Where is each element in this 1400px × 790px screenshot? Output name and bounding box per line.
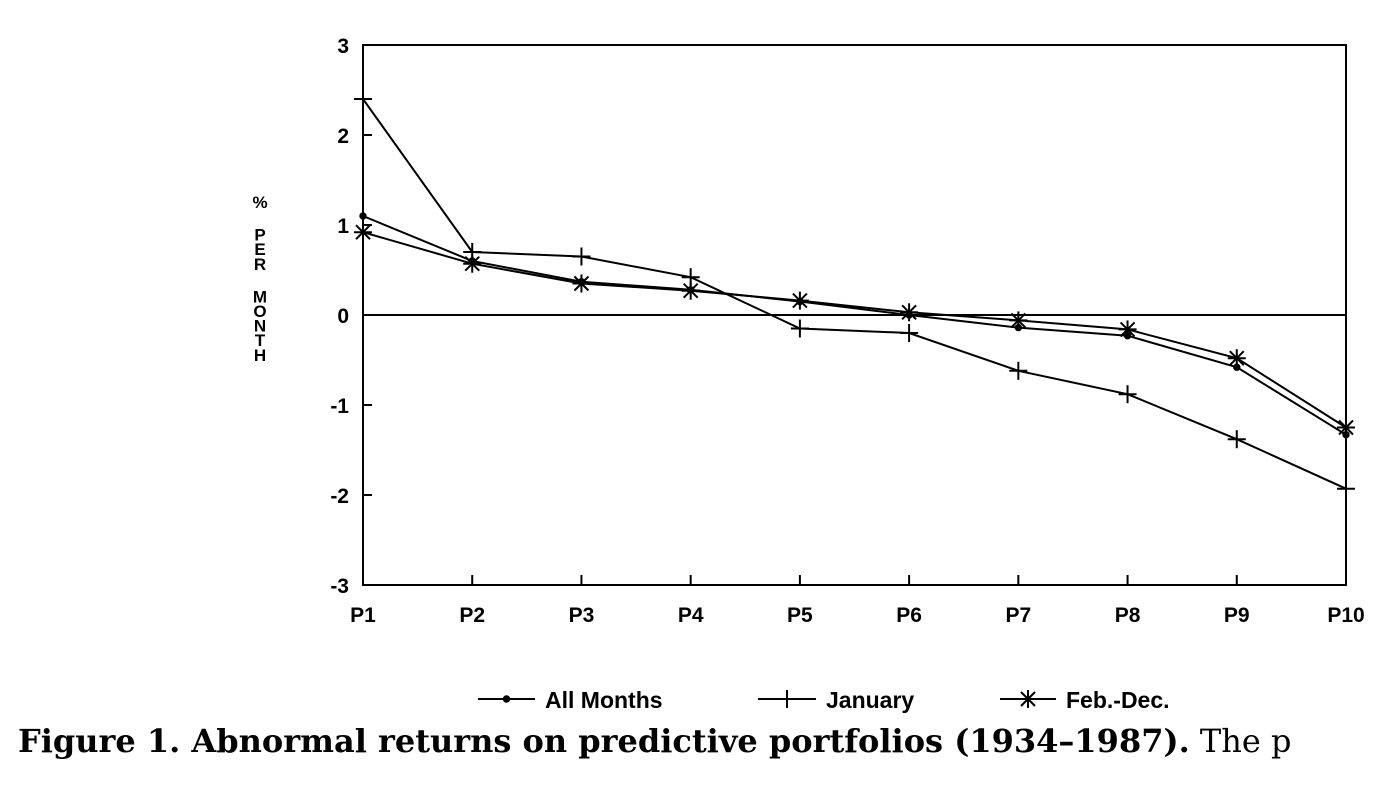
legend-item: Feb.-Dec. <box>1000 687 1170 713</box>
data-point-asterisk-d2 <box>1010 312 1027 329</box>
data-point-asterisk-d2 <box>464 255 480 272</box>
legend-label: All Months <box>545 687 663 713</box>
series-january <box>354 90 1355 498</box>
y-axis-label-char: M <box>253 287 267 306</box>
x-tick-label: P5 <box>787 604 813 627</box>
data-point-dot <box>359 212 367 220</box>
data-point-asterisk-d2 <box>1338 419 1354 436</box>
y-tick-label: 0 <box>337 305 349 328</box>
y-axis-label-char: N <box>254 317 266 336</box>
legend-label: Feb.-Dec. <box>1066 687 1170 713</box>
data-point-asterisk-d2 <box>682 282 699 299</box>
y-axis-label-char: P <box>254 226 265 245</box>
series-layer <box>354 90 1355 498</box>
legend: All Months January Feb.-Dec. <box>478 687 1170 713</box>
y-tick-label: 1 <box>337 215 349 238</box>
x-tick-label: P4 <box>678 604 704 627</box>
x-tick-label: P7 <box>1005 604 1031 627</box>
y-axis-label-char: E <box>254 240 265 259</box>
y-tick-label: 2 <box>337 125 349 148</box>
legend-item: January <box>758 687 914 713</box>
figure-caption: Figure 1. Abnormal returns on predictive… <box>18 722 1400 760</box>
y-axis-label-char: T <box>255 331 266 350</box>
x-tick-label: P3 <box>569 604 595 627</box>
y-tick-label: -3 <box>330 575 349 598</box>
y-axis-label-char: O <box>253 302 266 321</box>
data-point-asterisk-d2 <box>792 292 808 309</box>
data-point-asterisk-d2 <box>901 304 917 321</box>
caption-title: Figure 1. Abnormal returns on predictive… <box>18 722 1190 760</box>
y-tick-label: -2 <box>330 485 349 508</box>
data-point-asterisk-d2 <box>573 275 590 292</box>
x-axis-ticks: P1 P2 P3 P4 P5 P6 P7 P8 P9 P10 <box>350 575 1365 627</box>
data-point-asterisk-d2 <box>1119 321 1136 338</box>
y-axis-ticks: 3 2 1 0 -1 -2 -3 <box>330 35 372 598</box>
x-tick-label: P2 <box>459 604 485 627</box>
series-feb-dec <box>354 223 1355 437</box>
x-tick-label: P9 <box>1224 604 1250 627</box>
x-tick-label: P10 <box>1327 604 1364 627</box>
data-point-asterisk-d2 <box>1229 350 1245 366</box>
series-line <box>362 215 1347 436</box>
series-line <box>362 98 1347 490</box>
series-all-months <box>359 212 1350 439</box>
x-tick-label: P1 <box>350 604 376 627</box>
series-line <box>362 231 1347 429</box>
line-chart: 3 2 1 0 -1 -2 -3 P1 P2 P3 P4 P5 P6 P7 P8 P9 P10 % PERMON… <box>252 35 1365 713</box>
data-point-dot <box>502 695 511 703</box>
data-point-asterisk-d2 <box>1020 691 1036 707</box>
y-axis-label-char: % <box>252 193 267 212</box>
data-point-asterisk-d2 <box>355 224 371 240</box>
caption-text: The p <box>1189 722 1292 760</box>
y-tick-label: -1 <box>330 395 349 418</box>
legend-label: January <box>826 687 914 713</box>
y-axis-label-char: R <box>254 255 266 274</box>
x-tick-label: P6 <box>896 604 922 627</box>
legend-item: All Months <box>478 687 663 713</box>
y-tick-label: 3 <box>337 35 349 58</box>
x-tick-label: P8 <box>1115 604 1141 627</box>
y-axis-label-char: H <box>254 346 266 365</box>
